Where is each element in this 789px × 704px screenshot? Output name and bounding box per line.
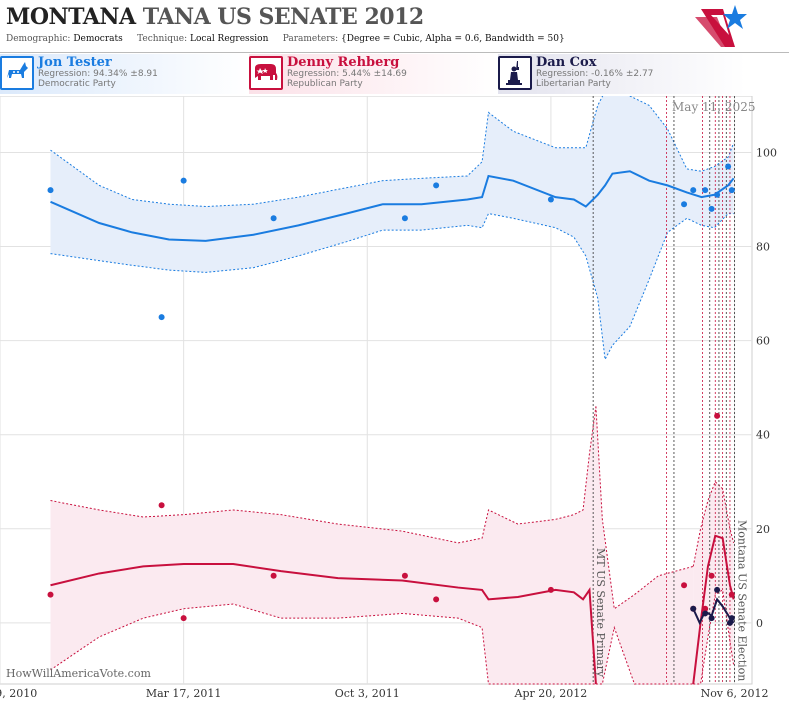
cox-poll-point: [702, 610, 709, 617]
candidate-name: Dan Cox: [536, 55, 597, 70]
tester-band-edge: [50, 213, 734, 362]
cox-poll-point: [728, 615, 735, 622]
rehberg-confidence-band: [693, 481, 734, 684]
rehberg-poll-point: [714, 412, 721, 419]
cox-poll-point: [726, 619, 733, 626]
x-tick-label: Apr 20, 2012: [514, 687, 588, 700]
candidate-party: Libertarian Party: [536, 79, 611, 89]
cox-poll-point: [708, 615, 715, 622]
candidate-regression: Regression: 5.44% ±14.69: [287, 69, 407, 79]
cox-poll-point: [690, 605, 697, 612]
y-tick-label: 40: [756, 429, 770, 442]
rehberg-band-edge: [595, 406, 694, 610]
tester-poll-point: [270, 215, 277, 222]
rehberg-fit-line: [50, 563, 597, 685]
candidate-regression: Regression: 94.34% ±8.91: [38, 69, 158, 79]
cox-fit-line: [692, 597, 735, 626]
tester-poll-point: [401, 215, 408, 222]
rehberg-confidence-band: [50, 406, 596, 684]
x-tick-label: Nov 6, 2012: [701, 687, 769, 700]
candidate-card-rehberg[interactable]: Denny Rehberg Regression: 5.44% ±14.69 R…: [249, 54, 497, 94]
candidate-party: Republican Party: [287, 79, 363, 89]
cox-poll-point: [714, 586, 721, 593]
rehberg-poll-point: [547, 586, 554, 593]
watermark: HowWillAmericaVote.com: [6, 667, 151, 680]
tester-confidence-band: [50, 96, 734, 360]
header: MONTANA TANA US SENATE 2012 Demographic:…: [0, 0, 789, 52]
event-annotation: Montana US Senate Election: [736, 520, 749, 681]
rehberg-poll-point: [270, 572, 277, 579]
parameters-line: Demographic: Democrats Technique: Local …: [6, 34, 565, 44]
x-tick-label: Oct 3, 2011: [335, 687, 400, 700]
date-stamp: May 11, 2025: [672, 100, 756, 114]
x-tick-label: Aug 29, 2010: [0, 687, 37, 700]
statue-of-liberty-icon: [498, 56, 532, 90]
tester-poll-point: [714, 191, 721, 198]
tester-poll-point: [708, 205, 715, 212]
candidate-party: Democratic Party: [38, 79, 116, 89]
rehberg-poll-point: [158, 502, 165, 509]
tester-poll-point: [158, 314, 165, 321]
candidate-card-tester[interactable]: Jon Tester Regression: 94.34% ±8.91 Demo…: [0, 54, 248, 94]
star-flag-logo-icon[interactable]: [693, 3, 749, 49]
tester-poll-point: [690, 187, 697, 194]
y-tick-label: 20: [756, 523, 770, 536]
tester-poll-point: [547, 196, 554, 203]
tester-poll-point: [180, 177, 187, 184]
rehberg-poll-point: [728, 591, 735, 598]
y-tick-label: 80: [756, 241, 770, 254]
tester-poll-point: [702, 187, 709, 194]
tester-poll-point: [433, 182, 440, 189]
y-tick-label: 100: [756, 146, 777, 159]
rehberg-band-edge: [50, 406, 597, 544]
candidate-name: Denny Rehberg: [287, 55, 400, 70]
y-tick-label: 60: [756, 335, 770, 348]
rehberg-poll-point: [433, 596, 440, 603]
donkey-icon: [0, 56, 34, 90]
rehberg-band-edge: [693, 589, 735, 685]
regression-chart[interactable]: 0 20 40 60 80 100 Aug 29, 2010 Mar 17, 2011 Oct …: [0, 96, 789, 704]
tester-poll-point: [725, 163, 732, 170]
tester-poll-point: [47, 187, 54, 194]
elephant-icon: [249, 56, 283, 90]
page-title: MONTANA TANA US SENATE 2012: [6, 4, 424, 30]
y-tick-label: 0: [756, 617, 763, 630]
candidate-regression: Regression: -0.16% ±2.77: [536, 69, 654, 79]
x-tick-label: Mar 17, 2011: [146, 687, 222, 700]
rehberg-band-edge: [595, 625, 694, 685]
rehberg-band-edge: [50, 603, 596, 685]
rehberg-poll-point: [47, 591, 54, 598]
event-annotation: MT US Senate Primary: [594, 548, 607, 678]
tester-fit-line: [50, 170, 735, 242]
candidate-card-cox[interactable]: Dan Cox Regression: -0.16% ±2.77 Liberta…: [498, 54, 746, 94]
rehberg-poll-point: [401, 572, 408, 579]
header-divider: [0, 52, 789, 53]
tester-poll-point: [681, 201, 688, 208]
tester-band-edge: [50, 96, 735, 208]
candidate-name: Jon Tester: [38, 55, 112, 70]
rehberg-poll-point: [702, 605, 709, 612]
rehberg-confidence-band: [595, 406, 694, 684]
tester-poll-point: [728, 187, 735, 194]
rehberg-poll-point: [180, 615, 187, 622]
rehberg-poll-point: [708, 572, 715, 579]
rehberg-poll-point: [681, 582, 688, 589]
